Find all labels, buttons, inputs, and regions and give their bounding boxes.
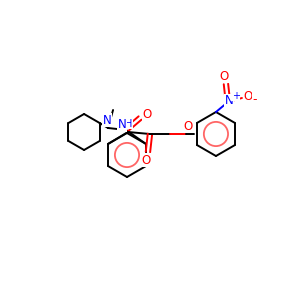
Text: O: O: [142, 107, 152, 121]
Text: N: N: [225, 94, 233, 107]
Text: O: O: [183, 119, 193, 133]
Text: -: -: [253, 94, 257, 106]
Text: N: N: [118, 118, 126, 131]
Text: N: N: [103, 113, 111, 127]
Text: H: H: [125, 119, 133, 129]
Text: O: O: [243, 89, 253, 103]
Text: +: +: [232, 91, 240, 101]
Text: O: O: [141, 154, 151, 166]
Text: O: O: [219, 70, 229, 83]
